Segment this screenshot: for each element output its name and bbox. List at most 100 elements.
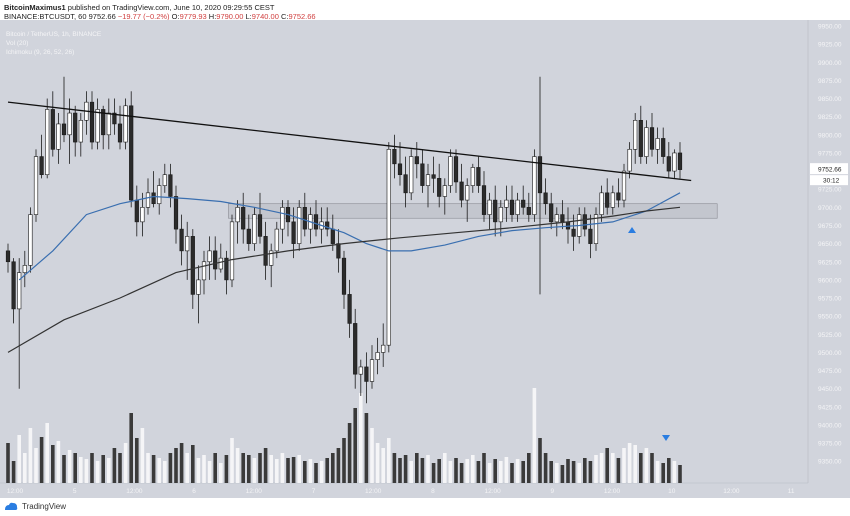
candle bbox=[353, 308, 358, 389]
candle bbox=[504, 185, 509, 222]
volume-bar bbox=[151, 455, 156, 483]
legend-pair: Bitcoin / TetherUS, 1h, BINANCE bbox=[6, 31, 102, 38]
candle bbox=[145, 178, 151, 215]
candle bbox=[56, 113, 61, 164]
price-axis[interactable] bbox=[808, 20, 850, 483]
volume-bar bbox=[616, 458, 621, 483]
candle bbox=[151, 171, 156, 208]
volume-bar bbox=[443, 453, 447, 483]
volume-bar bbox=[263, 448, 268, 483]
candle bbox=[560, 200, 565, 230]
price-chart[interactable]: 9950.00 9925.00 9900.00 9875.00 9850.00 9825.… bbox=[0, 20, 850, 498]
candle bbox=[554, 207, 559, 237]
volume-bar bbox=[594, 455, 598, 483]
candle bbox=[106, 98, 111, 150]
brand-name[interactable]: TradingView bbox=[22, 502, 67, 511]
candle bbox=[39, 134, 44, 179]
y-tick-label: 9450.00 bbox=[818, 386, 842, 393]
candle bbox=[470, 163, 475, 193]
volume-bar bbox=[230, 438, 234, 483]
candle bbox=[437, 163, 442, 208]
candle bbox=[112, 98, 117, 135]
volume-bar bbox=[291, 457, 296, 483]
down-triangle-icon bbox=[662, 435, 670, 441]
volume-bar bbox=[678, 465, 682, 483]
volume-bar bbox=[347, 423, 352, 483]
volume-bar bbox=[583, 458, 587, 483]
x-tick-label: 12:00 bbox=[484, 488, 501, 495]
volume-bar bbox=[644, 448, 649, 483]
y-tick-label: 9925.00 bbox=[818, 42, 842, 49]
volume-bar bbox=[252, 458, 257, 483]
high-label: H: bbox=[208, 12, 217, 21]
volume-bar bbox=[650, 453, 654, 483]
candle bbox=[246, 214, 251, 251]
candle bbox=[459, 163, 464, 208]
candle bbox=[162, 163, 167, 193]
candle bbox=[521, 185, 526, 215]
author-name[interactable]: BitcoinMaximus1 bbox=[4, 3, 66, 12]
volume-bar bbox=[415, 453, 419, 483]
y-tick-label: 9625.00 bbox=[818, 259, 842, 266]
y-tick-label: 9775.00 bbox=[818, 150, 842, 157]
candle bbox=[498, 200, 503, 237]
time-axis[interactable] bbox=[0, 483, 850, 498]
volume-bar bbox=[476, 461, 481, 483]
candle bbox=[442, 178, 447, 215]
volume-bar bbox=[465, 459, 469, 483]
volume-bar bbox=[515, 459, 520, 483]
volume-bar bbox=[95, 461, 100, 483]
volume-bar bbox=[34, 448, 38, 483]
symbol-label[interactable]: BINANCE:BTCUSDT, 60 bbox=[4, 12, 87, 21]
volume-bar bbox=[454, 458, 458, 483]
x-tick-label: 12:00 bbox=[246, 488, 263, 495]
volume-bar bbox=[655, 461, 660, 483]
candle bbox=[297, 200, 302, 251]
candle bbox=[257, 192, 263, 244]
countdown-label: 30:12 bbox=[823, 178, 840, 185]
volume-bar bbox=[499, 461, 503, 483]
x-tick-label: 11 bbox=[788, 488, 795, 495]
candle bbox=[453, 149, 459, 193]
candle bbox=[509, 185, 515, 222]
volume-bar bbox=[420, 458, 425, 483]
candle bbox=[364, 352, 369, 404]
volume-bar bbox=[667, 458, 671, 483]
low-label: L: bbox=[245, 12, 252, 21]
candle bbox=[45, 98, 50, 179]
candle bbox=[89, 91, 95, 150]
candle bbox=[50, 91, 55, 157]
volume-bar bbox=[73, 453, 77, 483]
candle bbox=[269, 243, 274, 288]
current-price-tag bbox=[810, 163, 848, 175]
volume-bar bbox=[527, 453, 531, 483]
volume-bar bbox=[163, 461, 167, 483]
y-tick-label: 9475.00 bbox=[818, 368, 842, 375]
y-tick-label: 9825.00 bbox=[818, 114, 842, 121]
volume-bar bbox=[112, 448, 117, 483]
volume-bar bbox=[51, 445, 55, 483]
volume-bar bbox=[275, 459, 279, 483]
open-label: O: bbox=[171, 12, 180, 21]
volume-bar bbox=[588, 461, 593, 483]
candle bbox=[235, 200, 240, 244]
volume-bar bbox=[555, 463, 559, 483]
candle bbox=[644, 120, 649, 164]
volume-bar bbox=[67, 450, 72, 483]
volume-bar bbox=[90, 453, 94, 483]
volume-bar bbox=[79, 457, 83, 483]
candle bbox=[11, 258, 16, 324]
candle bbox=[610, 185, 615, 215]
candle bbox=[431, 156, 436, 193]
legend-volume: Vol (20) bbox=[6, 40, 29, 47]
candle bbox=[22, 250, 27, 288]
volume-bar bbox=[639, 453, 643, 483]
volume-bar bbox=[560, 465, 565, 483]
candle bbox=[196, 265, 201, 324]
candle bbox=[414, 142, 419, 179]
descending-trendline[interactable] bbox=[7, 101, 692, 182]
volume-bar bbox=[280, 453, 285, 483]
x-tick-label: 10 bbox=[668, 488, 676, 495]
volume-bar bbox=[247, 455, 251, 483]
y-tick-label: 9675.00 bbox=[818, 223, 842, 230]
